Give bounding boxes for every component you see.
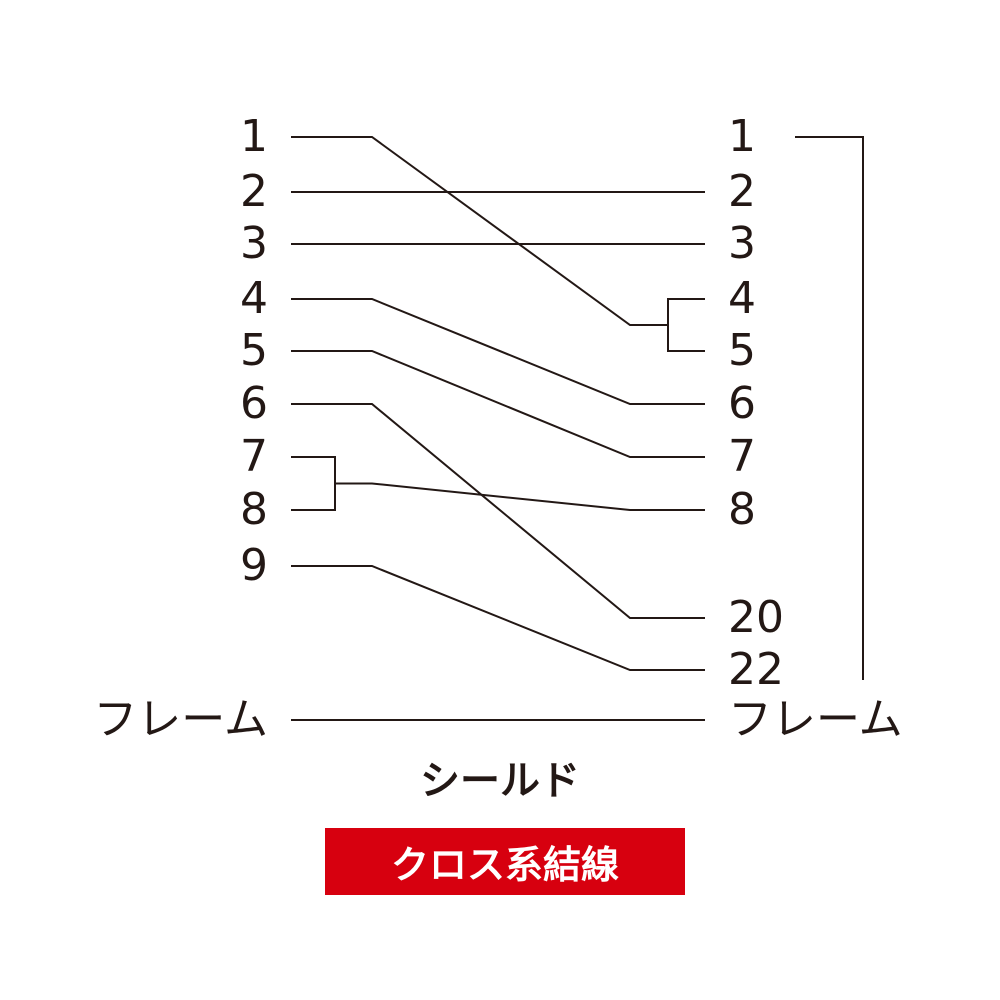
shield-bracket [795,136,864,680]
left-pin-6: 6 [240,378,268,429]
right-pin-22: 22 [728,644,784,695]
left-pin-7: 7 [240,431,268,482]
wire-4-to-6 [291,298,705,405]
left-pin-9: 9 [240,540,268,591]
left-pin-2: 2 [240,166,268,217]
right-pin-2: 2 [728,166,756,217]
wire-6-to-20 [291,403,705,619]
left-pin-4: 4 [240,273,268,324]
cross-wiring-badge: クロス系結線 [325,828,685,895]
left-frame-label: フレーム [93,694,268,745]
right-pin-5: 5 [728,325,756,376]
wire-1-to-4-5 [291,136,668,326]
right-pin-4: 4 [728,273,756,324]
left-pin-1: 1 [240,111,268,162]
wire-5-to-7 [291,350,705,458]
left-bracket-7-8 [291,456,336,511]
shield-label: シールド [420,758,580,804]
left-pin-3: 3 [240,218,268,269]
left-pin-5: 5 [240,325,268,376]
wire-9-to-22 [291,565,705,671]
right-pin-3: 3 [728,218,756,269]
right-pin-6: 6 [728,378,756,429]
right-bracket-4-5 [667,298,705,352]
right-pin-20: 20 [728,592,784,643]
right-pin-1: 1 [728,111,756,162]
right-pin-8: 8 [728,484,756,535]
right-pin-7: 7 [728,431,756,482]
left-pin-8: 8 [240,484,268,535]
wire-7-8-to-8 [335,482,705,511]
right-frame-label: フレーム [728,694,903,745]
